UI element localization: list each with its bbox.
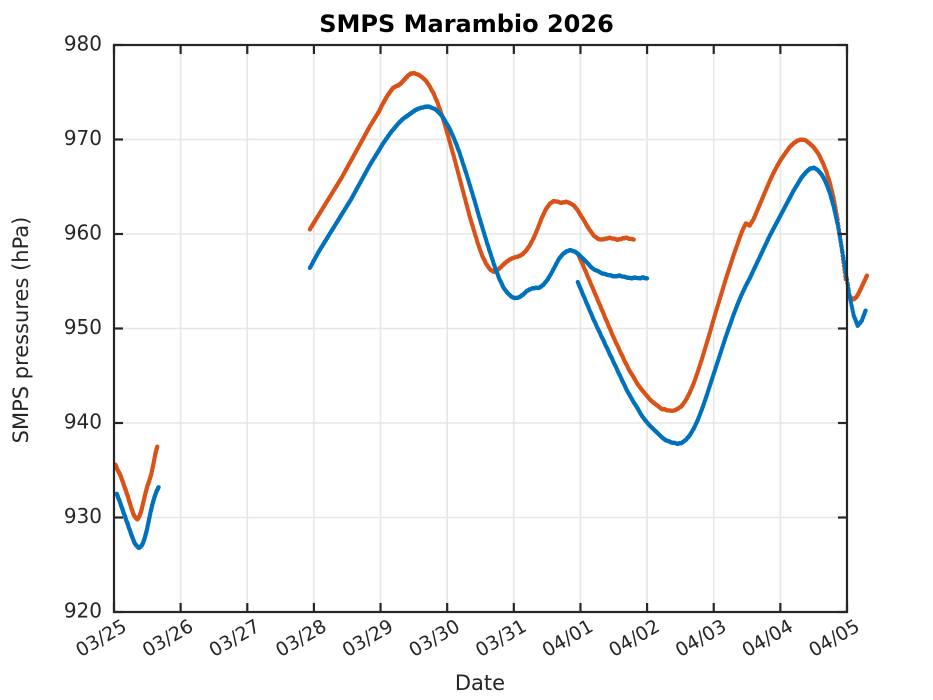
grid-lines	[114, 45, 847, 612]
series-series-2-orange	[113, 71, 870, 522]
x-tick-label: 03/29	[339, 615, 397, 661]
x-tick-label: 03/26	[139, 615, 197, 661]
page-title: SMPS Marambio 2026	[319, 10, 614, 38]
series-series-1-blue	[114, 104, 868, 550]
data-point	[839, 244, 844, 250]
x-tick-label: 03/31	[472, 615, 530, 661]
y-tick-label: 960	[64, 221, 102, 245]
y-tick-label: 970	[64, 126, 102, 150]
x-tick-label: 04/05	[805, 615, 863, 661]
axis-box	[112, 43, 849, 614]
x-tick-label: 04/02	[605, 615, 663, 661]
x-tick-label: 03/27	[205, 615, 263, 661]
x-tick-label: 04/03	[672, 615, 730, 661]
data-point	[840, 250, 845, 255]
data-point	[841, 255, 846, 261]
axis-frame	[112, 43, 849, 614]
data-point	[842, 261, 847, 266]
data-point	[863, 308, 868, 313]
y-tick-label: 980	[64, 32, 102, 56]
data-point	[156, 485, 161, 490]
x-tick-label: 03/28	[272, 615, 330, 661]
data-series-group	[113, 71, 870, 550]
y-tick-label: 930	[64, 504, 102, 528]
y-tick-label: 940	[64, 410, 102, 434]
x-tick-label: 04/04	[738, 615, 796, 661]
x-tick-label: 03/30	[405, 615, 463, 661]
x-tick-label: 04/01	[539, 615, 597, 661]
data-point	[864, 273, 870, 278]
data-point	[644, 276, 650, 281]
data-point	[631, 237, 636, 242]
y-tick-label: 920	[64, 599, 102, 623]
y-tick-label: 950	[64, 315, 102, 339]
data-point	[155, 444, 160, 449]
